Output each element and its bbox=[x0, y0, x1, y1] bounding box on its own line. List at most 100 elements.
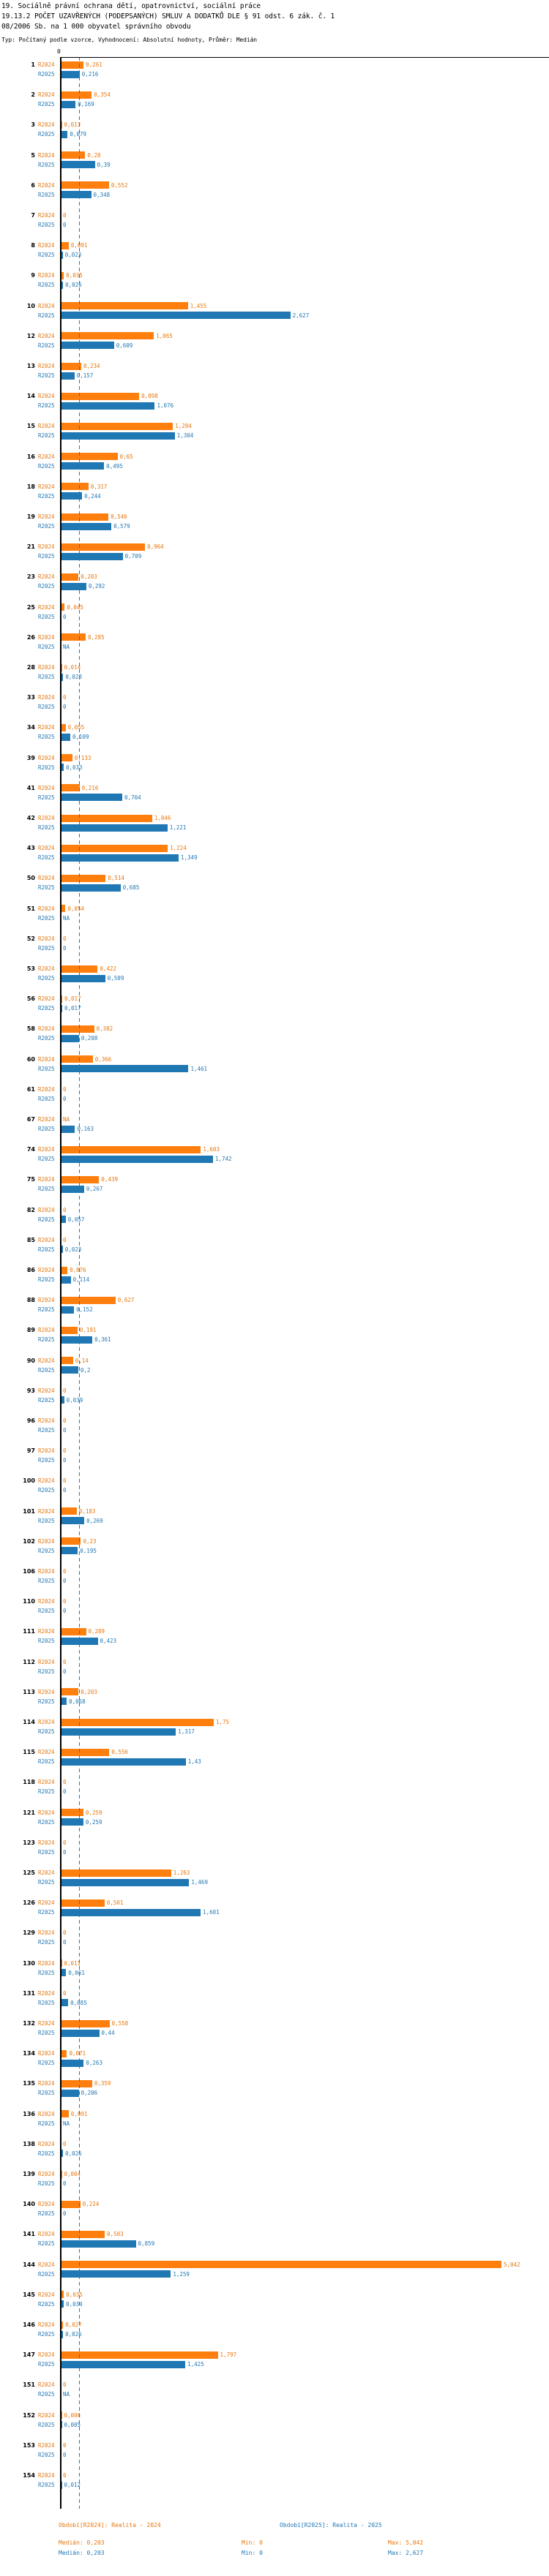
chart-group: 139 R2024 0,004 R2025 0 bbox=[0, 2169, 549, 2188]
group-index-label: 151 bbox=[23, 2381, 35, 2389]
chart-group: 113 R2024 0,203 R2025 0,068 bbox=[0, 1687, 549, 1706]
series-label-r2024: R2024 bbox=[38, 633, 55, 641]
bar-r2024 bbox=[61, 784, 80, 792]
chart-group: 121 R2024 0,259 R2025 0,259 bbox=[0, 1808, 549, 1827]
series-label-r2024: R2024 bbox=[38, 423, 55, 430]
chart-bar-row: R2025 0 bbox=[0, 2209, 549, 2218]
chart-group: 15 R2024 1,284 R2025 1,304 bbox=[0, 421, 549, 440]
group-index-label: 16 bbox=[26, 453, 35, 460]
series-label-r2024: R2024 bbox=[38, 875, 55, 882]
chart-bar-row: R2024 1,797 bbox=[0, 2350, 549, 2360]
bar-r2024 bbox=[61, 2291, 64, 2299]
bar-value-label: 0,216 bbox=[81, 71, 99, 78]
chart-bar-row: R2025 0,348 bbox=[0, 190, 549, 200]
group-index-label: 114 bbox=[23, 1719, 35, 1725]
chart-bar-row: R2025 0,39 bbox=[0, 160, 549, 170]
bar-value-label: 0,057 bbox=[67, 1216, 85, 1223]
bar-r2024 bbox=[61, 1869, 171, 1877]
chart-bar-row: R2024 0,898 bbox=[0, 391, 549, 401]
series-label-r2025: R2025 bbox=[38, 674, 55, 680]
chart-bar-row: R2024 0,054 bbox=[0, 904, 549, 914]
bar-r2025 bbox=[61, 2029, 100, 2037]
bar-value-label: 0,422 bbox=[100, 965, 116, 972]
series-label-r2025: R2025 bbox=[38, 1999, 55, 2006]
bar-r2024 bbox=[61, 61, 84, 69]
report-indicator-title: 19.13.2 POČET UZAVŘENÝCH (PODEPSANÝCH) S… bbox=[1, 12, 335, 20]
bar-r2025 bbox=[61, 2300, 64, 2308]
series-label-r2024: R2024 bbox=[38, 1809, 55, 1816]
bar-r2025 bbox=[61, 2270, 171, 2278]
series-label-r2025: R2025 bbox=[38, 2391, 55, 2398]
group-index-label: 1 bbox=[31, 61, 35, 68]
group-index-label: 123 bbox=[23, 1839, 35, 1846]
bar-value-label: 1,742 bbox=[214, 1156, 232, 1163]
bar-value-label: 0,359 bbox=[94, 2080, 111, 2087]
bar-value-label: 0,579 bbox=[113, 523, 130, 530]
chart-bar-row: R2024 NA bbox=[0, 1115, 549, 1124]
chart-bar-row: R2025 1,259 bbox=[0, 2270, 549, 2279]
bar-r2024 bbox=[61, 844, 168, 852]
chart-bar-row: R2025 0 bbox=[0, 1787, 549, 1796]
bar-value-label: 0,011 bbox=[64, 1959, 81, 1967]
chart-bar-row: R2024 0,23 bbox=[0, 1537, 549, 1546]
bar-value-label: 0,026 bbox=[65, 282, 82, 289]
bar-value-label: 0,423 bbox=[100, 1638, 117, 1645]
bar-value-label: 0,035 bbox=[66, 272, 83, 279]
chart-bar-row: R2025 1,601 bbox=[0, 1907, 549, 1917]
bar-r2025 bbox=[61, 764, 64, 772]
series-label-r2024: R2024 bbox=[38, 121, 55, 129]
chart-bar-row: R2024 0,224 bbox=[0, 2199, 549, 2209]
chart-bar-row: R2024 0,203 bbox=[0, 572, 549, 581]
chart-bar-row: R2024 0 bbox=[0, 1989, 549, 1998]
bar-value-label: 0 bbox=[63, 1668, 67, 1675]
bar-value-label: 0 bbox=[63, 1598, 67, 1605]
series-label-r2025: R2025 bbox=[38, 854, 55, 862]
bar-value-label: 0,292 bbox=[88, 583, 105, 590]
chart-bar-row: R2025 0,244 bbox=[0, 492, 549, 501]
bar-value-label: 0,439 bbox=[101, 1176, 118, 1183]
series-label-r2024: R2024 bbox=[38, 272, 55, 279]
series-label-r2025: R2025 bbox=[38, 553, 55, 560]
chart-group: 56 R2024 0,017 R2025 0,017 bbox=[0, 994, 549, 1013]
chart-bar-row: R2024 0,203 bbox=[0, 1687, 549, 1697]
chart-bar-row: R2024 5,042 bbox=[0, 2260, 549, 2270]
series-label-r2024: R2024 bbox=[38, 2231, 55, 2238]
group-index-label: 74 bbox=[26, 1146, 35, 1153]
bar-value-label: 0 bbox=[63, 2210, 67, 2218]
bar-value-label: 1,263 bbox=[173, 1869, 190, 1876]
bar-r2024 bbox=[61, 1688, 79, 1696]
chart-group: 67 R2024 NA R2025 0,163 bbox=[0, 1115, 549, 1134]
chart-bar-row: R2025 0,292 bbox=[0, 581, 549, 591]
series-label-r2025: R2025 bbox=[38, 462, 55, 470]
chart-bar-row: R2024 0 bbox=[0, 2441, 549, 2450]
series-label-r2024: R2024 bbox=[38, 905, 55, 912]
chart-bar-row: R2025 1,469 bbox=[0, 1878, 549, 1887]
series-label-r2024: R2024 bbox=[38, 1267, 55, 1273]
chart-bar-row: R2024 0,422 bbox=[0, 964, 549, 973]
chart-group: 61 R2024 0 R2025 0 bbox=[0, 1085, 549, 1104]
series-label-r2024: R2024 bbox=[38, 513, 55, 520]
chart-group: 114 R2024 1,75 R2025 1,317 bbox=[0, 1717, 549, 1736]
chart-group: 111 R2024 0,289 R2025 0,423 bbox=[0, 1627, 549, 1646]
chart-group: 138 R2024 0 R2025 0,026 bbox=[0, 2139, 549, 2158]
bar-r2025 bbox=[61, 1758, 186, 1766]
bar-r2025 bbox=[61, 130, 68, 138]
chart-bar-row: R2024 0,503 bbox=[0, 2229, 549, 2239]
bar-value-label: 0 bbox=[63, 1487, 67, 1494]
chart-bar-row: R2025 1,221 bbox=[0, 823, 549, 832]
chart-bar-row: R2024 0 bbox=[0, 1567, 549, 1576]
series-label-r2024: R2024 bbox=[38, 1628, 55, 1635]
chart-bar-row: R2025 0,216 bbox=[0, 69, 549, 79]
series-label-r2024: R2024 bbox=[38, 2261, 55, 2268]
group-index-label: 140 bbox=[23, 2201, 35, 2208]
bar-value-label: 0,004 bbox=[64, 2171, 81, 2177]
bar-value-label: 0,203 bbox=[81, 573, 97, 581]
series-label-r2025: R2025 bbox=[38, 1848, 55, 1856]
bar-r2025 bbox=[61, 1065, 189, 1073]
group-index-label: 97 bbox=[26, 1447, 35, 1455]
bar-value-label: 0,071 bbox=[69, 2050, 86, 2057]
chart-bar-row: R2025 0 bbox=[0, 944, 549, 953]
group-index-label: 88 bbox=[26, 1297, 35, 1304]
series-label-r2025: R2025 bbox=[38, 2120, 55, 2127]
